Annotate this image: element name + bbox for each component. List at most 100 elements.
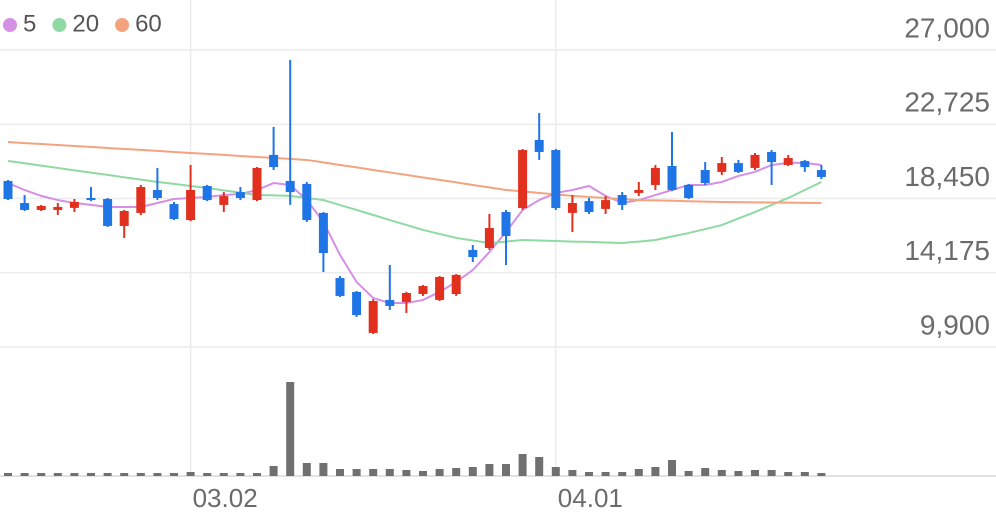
candle-body [169, 204, 179, 219]
legend-label: 5 [23, 10, 36, 37]
candle-body [783, 158, 793, 165]
volume-bar [634, 469, 643, 476]
volume-bar [701, 468, 710, 476]
volume-bar [535, 457, 544, 476]
candle-body [219, 196, 229, 205]
candle-body [617, 195, 627, 205]
candle-body [650, 167, 660, 185]
candle-body [20, 203, 30, 210]
volume-bar [518, 454, 527, 476]
candle-body [435, 277, 445, 300]
candle-body [584, 201, 594, 213]
candle-body [152, 189, 162, 198]
moving-average-line [7, 159, 822, 244]
candle-body [767, 151, 777, 163]
candle-body [750, 154, 760, 168]
candle-body [86, 197, 96, 201]
volume-bar [20, 473, 29, 476]
volume-bar [53, 473, 62, 476]
candle-body [534, 139, 544, 152]
candle-body [684, 184, 694, 198]
y-tick-label: 22,725 [904, 87, 990, 118]
legend-label: 60 [135, 10, 162, 37]
volume-bar [319, 463, 328, 476]
candle-body [800, 160, 810, 168]
candle-body [385, 299, 395, 307]
volume-bar [767, 470, 776, 476]
volume-bar [618, 472, 627, 476]
candle-body [451, 274, 461, 295]
volume-bar [369, 469, 378, 476]
volume-bar [419, 471, 427, 476]
legend-label: 20 [72, 10, 99, 37]
volume-bar [253, 473, 261, 476]
legend-dot [52, 18, 67, 32]
volume-bar [87, 473, 95, 476]
candle-body [235, 192, 245, 198]
volume-bar [302, 463, 311, 476]
volume-bar [352, 469, 361, 476]
candle-body [601, 200, 611, 209]
candle-body [269, 154, 279, 168]
volume-bar [585, 472, 593, 476]
candle-body [352, 291, 362, 316]
y-tick-label: 14,175 [904, 235, 990, 266]
volume-bar [4, 473, 12, 476]
candle-body [667, 166, 677, 190]
volume-bar [568, 470, 577, 476]
candle-body [302, 183, 312, 221]
volume-bar [336, 469, 344, 476]
moving-average-line [7, 161, 822, 305]
volume-bar [651, 467, 660, 476]
candle-body [717, 163, 727, 172]
legend-dot [3, 18, 17, 32]
volume-bar [452, 468, 461, 476]
volume-bar [203, 473, 212, 476]
volume-bar [170, 473, 178, 476]
candle-body [252, 167, 262, 201]
y-tick-label: 9,900 [920, 309, 990, 340]
candle-body [700, 170, 710, 184]
candle-body [285, 180, 295, 193]
candle-body [318, 212, 328, 254]
volume-bar [37, 473, 46, 476]
candle-body [816, 170, 826, 177]
candle-body [551, 150, 561, 209]
volume-bar [502, 464, 510, 476]
candle-body [202, 185, 212, 201]
volume-bar [485, 464, 494, 476]
candle-body [53, 207, 63, 210]
volume-bar [734, 471, 743, 476]
candle-body [501, 212, 511, 237]
y-tick-label: 18,450 [904, 161, 990, 192]
x-tick-label: 04.01 [558, 483, 623, 513]
candle-body [567, 203, 577, 213]
volume-bar [668, 460, 676, 476]
y-tick-label: 27,000 [904, 12, 990, 43]
volume-bar [136, 473, 145, 476]
volume-bar [120, 473, 129, 476]
candle-body [36, 205, 46, 210]
legend-dot [115, 18, 130, 32]
volume-bar [717, 470, 726, 476]
volume-bar [153, 473, 162, 476]
volume-bar [269, 466, 278, 476]
x-tick-label: 03.02 [193, 483, 258, 513]
candle-body [518, 150, 528, 209]
volume-bar [402, 470, 411, 476]
candle-body [119, 211, 129, 226]
candle-body [484, 228, 494, 248]
volume-bar [286, 382, 295, 476]
candle-body [103, 199, 113, 226]
volume-bar [186, 472, 195, 476]
volume-bar [70, 473, 79, 476]
candle-body [186, 189, 196, 221]
candle-body [401, 292, 411, 303]
candle-body [3, 180, 13, 200]
volume-bar [601, 472, 610, 476]
volume-bar [219, 473, 228, 476]
volume-bar [551, 467, 560, 476]
volume-bar [800, 472, 809, 476]
volume-bar [784, 472, 793, 476]
